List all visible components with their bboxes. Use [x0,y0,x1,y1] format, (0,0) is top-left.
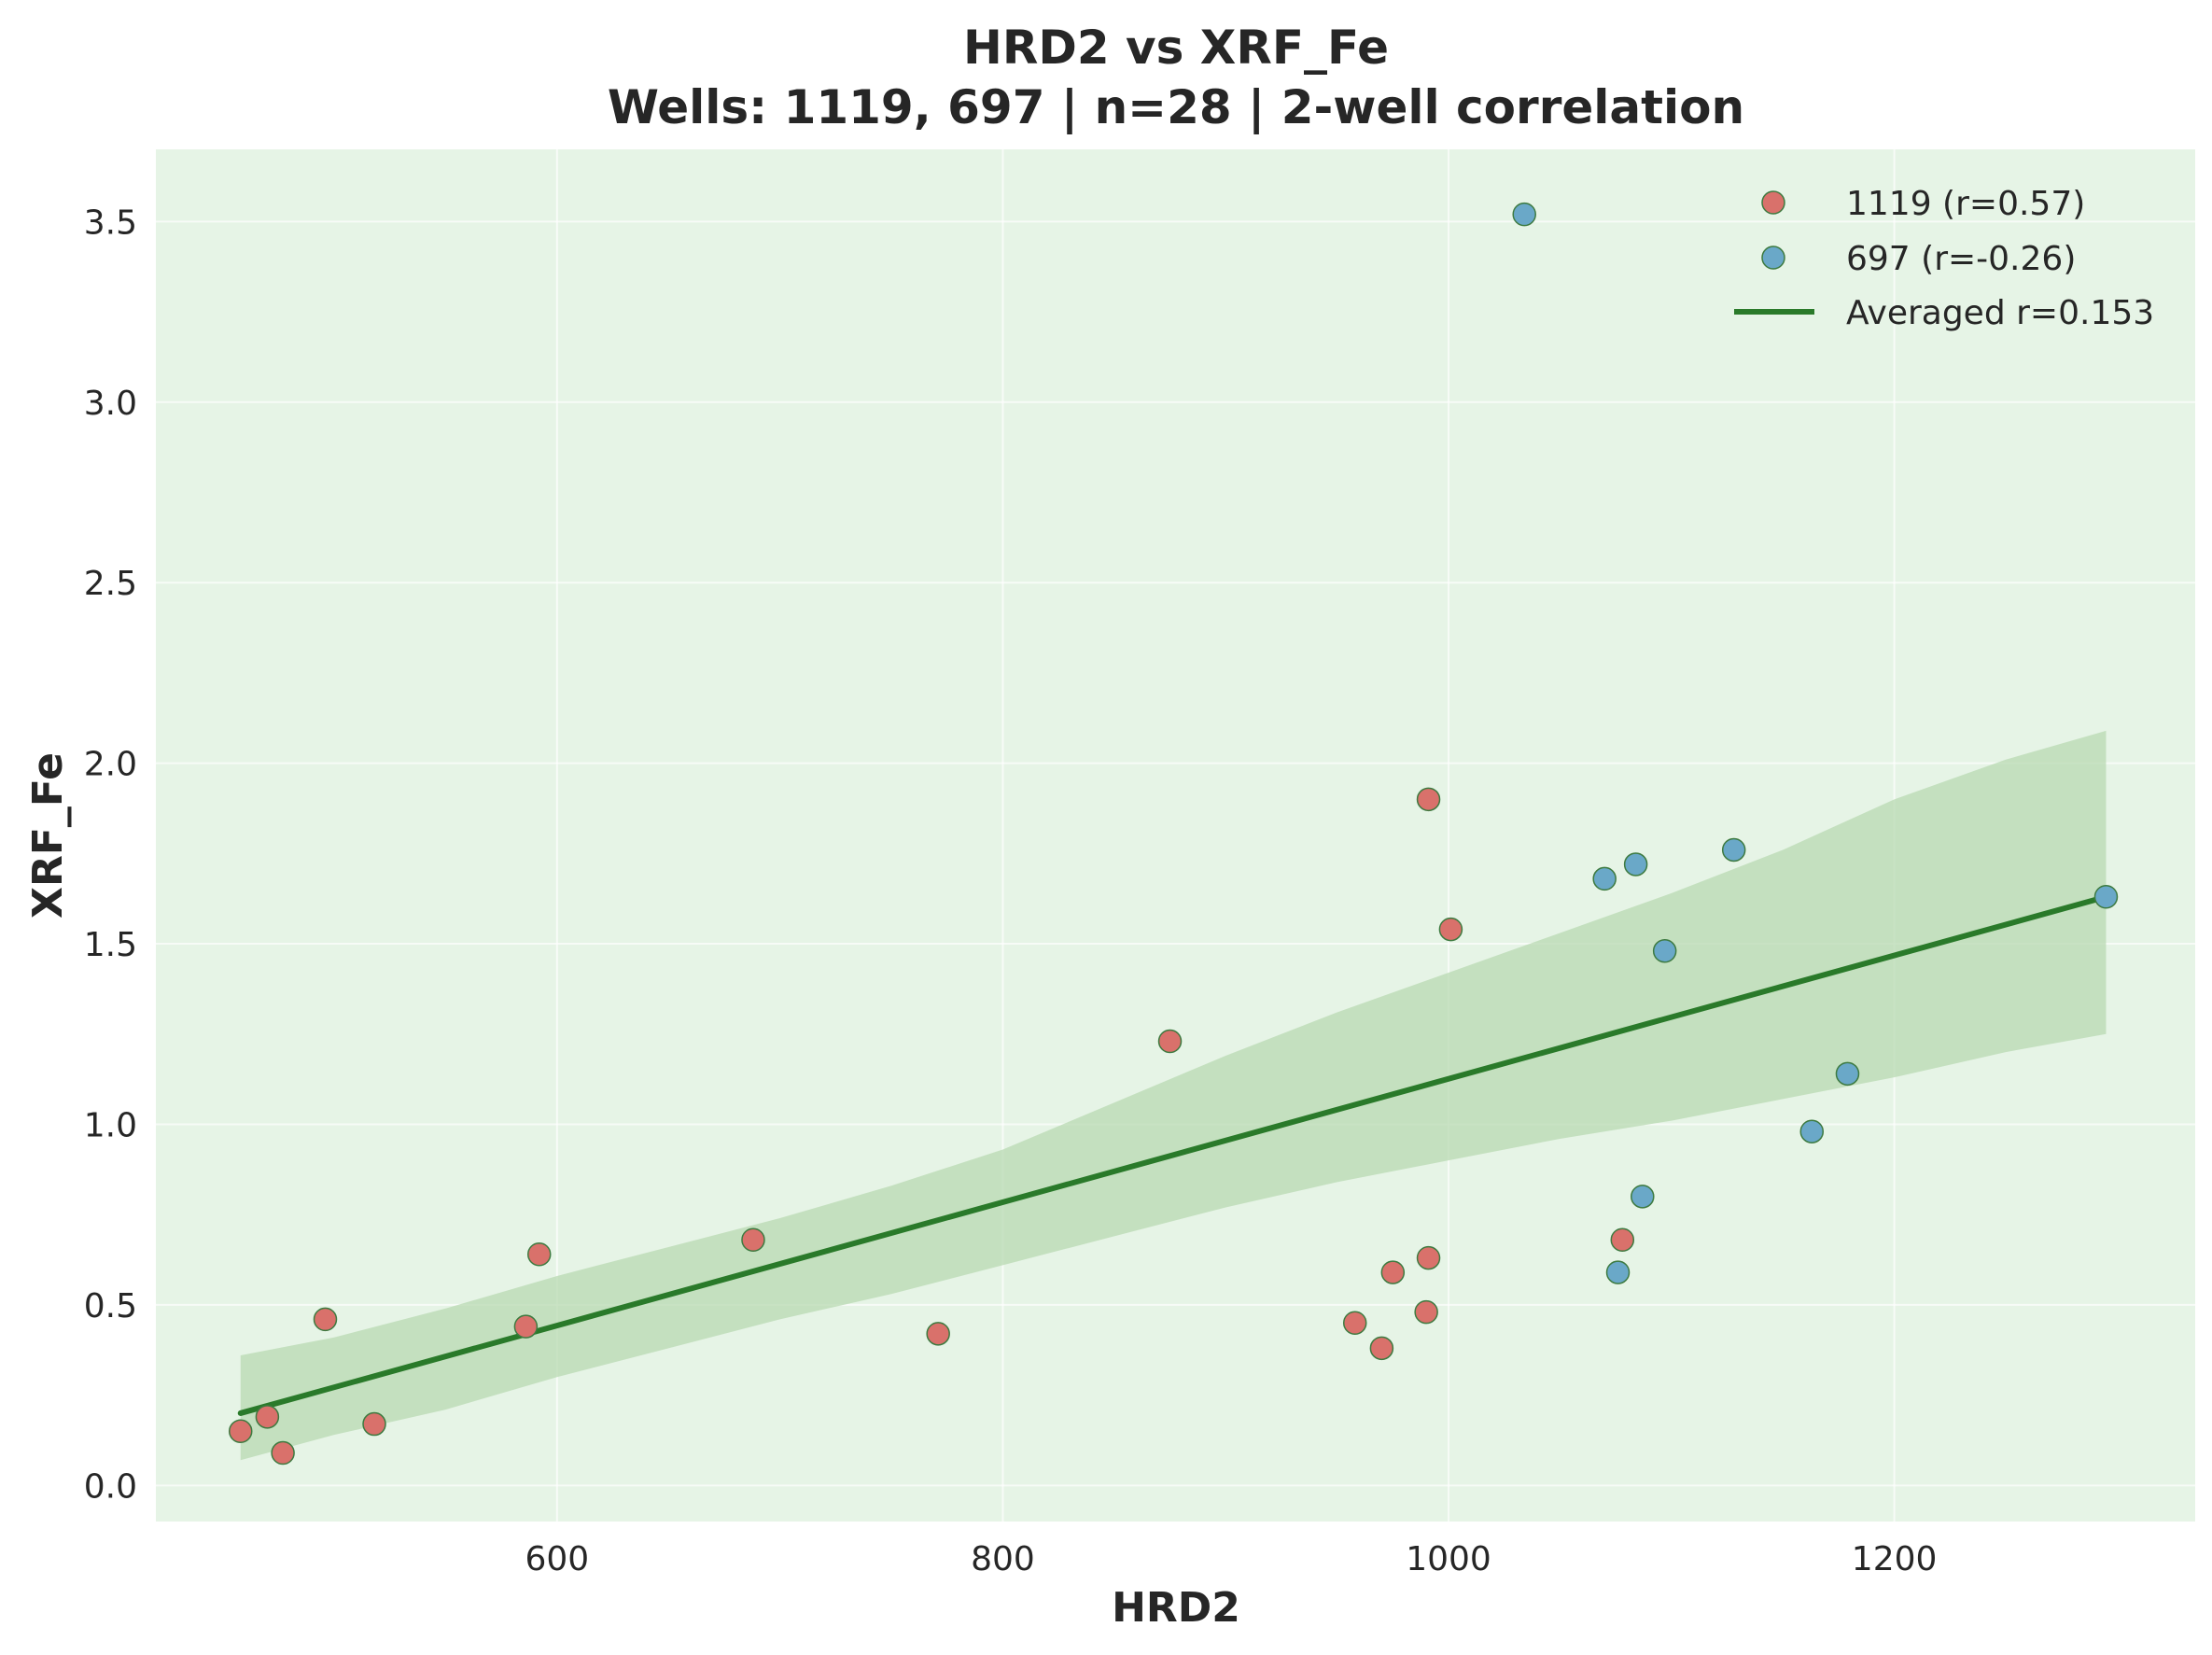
point-well-697 [1605,1260,1631,1284]
y-tick-label: 3.5 [84,203,137,242]
x-tick-label: 600 [525,1540,589,1578]
fit-line-layer [237,893,2109,1416]
point-well-1119 [1438,917,1463,942]
x-tick-label: 1000 [1406,1540,1491,1578]
chart-title: HRD2 vs XRF_Fe [963,21,1389,75]
point-well-697 [1623,852,1648,877]
grid [156,149,2195,1522]
legend-label-697: 697 (r=-0.26) [1846,240,2076,278]
point-well-1119 [1416,787,1441,812]
point-well-1119 [1610,1227,1635,1253]
point-well-1119 [1369,1336,1394,1361]
confidence-band [240,730,2107,1461]
data-points [228,202,2119,1466]
point-well-1119 [228,1419,253,1444]
point-well-697 [1721,837,1746,863]
legend-marker-697 [1761,245,1785,270]
x-tick-label: 800 [971,1540,1035,1578]
confidence-band-layer [240,730,2107,1461]
point-well-697 [2093,885,2119,909]
point-well-697 [1592,866,1617,891]
legend-label-fit: Averaged r=0.153 [1846,294,2154,332]
point-well-1119 [526,1241,552,1267]
legend-marker-1119 [1761,190,1785,215]
point-well-1119 [255,1405,280,1429]
chart-subtitle: Wells: 1119, 697 | n=28 | 2-well correla… [608,80,1744,134]
legend: 1119 (r=0.57) 697 (r=-0.26) Averaged r=0… [1734,185,2154,332]
point-well-1119 [926,1322,950,1346]
y-tick-label: 1.0 [84,1106,137,1144]
point-well-1119 [313,1307,338,1332]
point-well-697 [1631,1185,1655,1209]
point-well-697 [1835,1061,1860,1087]
point-well-1119 [362,1411,386,1437]
point-well-697 [1512,202,1536,227]
point-well-1119 [1342,1311,1367,1335]
point-well-1119 [1157,1029,1183,1054]
legend-label-1119: 1119 (r=0.57) [1846,185,2085,223]
point-well-1119 [741,1227,765,1253]
x-axis-label: HRD2 [1112,1584,1240,1632]
y-tick-label: 0.0 [84,1467,137,1506]
point-well-697 [1799,1119,1825,1143]
point-well-1119 [513,1314,539,1339]
point-well-1119 [1380,1260,1406,1284]
fit-line [237,893,2109,1416]
y-tick-label: 2.0 [84,746,137,784]
x-tick-label: 1200 [1852,1540,1938,1578]
y-tick-label: 1.5 [84,926,137,964]
point-well-1119 [1414,1299,1438,1325]
y-axis-label: XRF_Fe [24,752,72,919]
y-tick-label: 3.0 [84,385,137,423]
point-well-1119 [271,1440,295,1466]
point-well-1119 [1416,1245,1441,1270]
y-tick-label: 2.5 [84,565,137,603]
tick-labels: 600 800 1000 1200 0.0 0.5 1.0 1.5 2.0 2.5 3.0 3.5 [84,203,1938,1578]
point-well-697 [1652,939,1677,963]
y-tick-label: 0.5 [84,1287,137,1325]
